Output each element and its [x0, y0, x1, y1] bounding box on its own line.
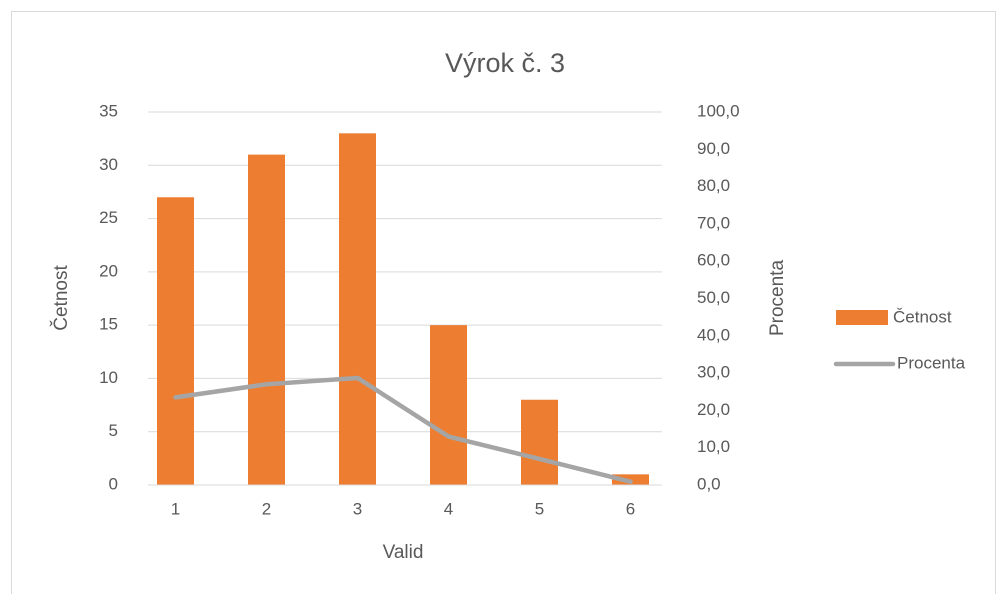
y-tick-label: 10 [99, 368, 118, 387]
legend-label: Četnost [893, 307, 952, 326]
y-tick-label: 30 [99, 155, 118, 174]
bar [521, 399, 558, 485]
y2-tick-label: 40,0 [697, 325, 730, 344]
chart-title: Výrok č. 3 [445, 48, 565, 78]
y-tick-label: 15 [99, 315, 118, 334]
bar [339, 133, 376, 486]
y-tick-label: 35 [99, 101, 118, 120]
y-tick-label: 20 [99, 261, 118, 280]
y2-tick-label: 100,0 [697, 101, 740, 120]
y2-tick-label: 0,0 [697, 474, 721, 493]
x-tick-label: 5 [535, 499, 544, 518]
x-tick-label: 6 [626, 499, 635, 518]
x-tick-label: 2 [262, 499, 271, 518]
legend-label: Procenta [897, 353, 966, 372]
y-tick-label: 25 [99, 208, 118, 227]
y-tick-label: 0 [109, 474, 118, 493]
bar [430, 325, 467, 485]
y2-tick-label: 20,0 [697, 400, 730, 419]
bar [157, 197, 194, 485]
legend-swatch [836, 310, 888, 325]
y2-tick-label: 30,0 [697, 363, 730, 382]
y2-tick-label: 70,0 [697, 213, 730, 232]
x-tick-label: 3 [353, 499, 362, 518]
bar [248, 154, 285, 485]
y2-tick-label: 90,0 [697, 139, 730, 158]
x-tick-label: 1 [171, 499, 180, 518]
line [173, 375, 633, 484]
y-tick-label: 5 [109, 421, 118, 440]
y2-axis-title: Procenta [767, 260, 788, 336]
x-axis-title: Valid [383, 542, 424, 563]
x-tick-label: 4 [444, 499, 453, 518]
y2-tick-label: 60,0 [697, 251, 730, 270]
y2-tick-label: 10,0 [697, 437, 730, 456]
y2-tick-label: 50,0 [697, 288, 730, 307]
y2-tick-label: 80,0 [697, 176, 730, 195]
y-axis-title: Četnost [50, 265, 72, 331]
